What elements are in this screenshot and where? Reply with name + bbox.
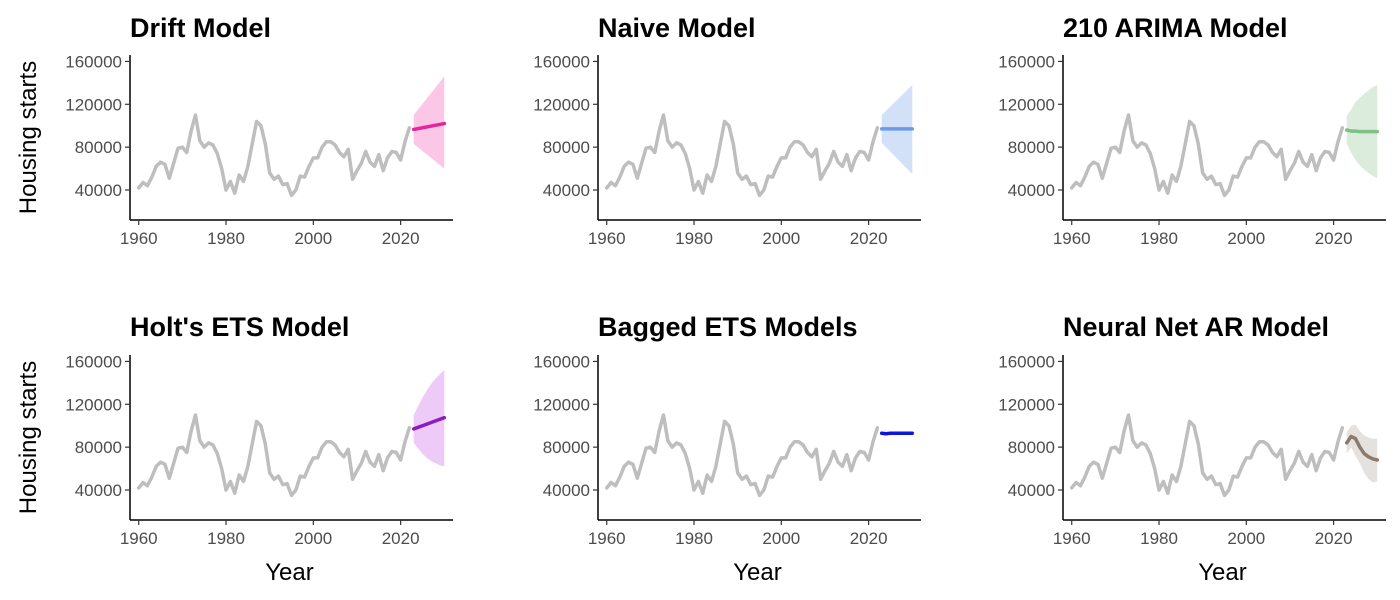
x-axis-title: Year [733, 559, 782, 586]
y-tick-label: 80000 [1008, 138, 1055, 157]
y-tick-label: 120000 [533, 395, 590, 414]
y-tick-label: 120000 [65, 95, 122, 114]
y-tick-label: 40000 [1008, 481, 1055, 500]
y-tick-label: 80000 [543, 438, 590, 457]
y-tick-label: 40000 [543, 481, 590, 500]
y-tick-label: 120000 [65, 395, 122, 414]
history-series-line [604, 113, 880, 198]
y-axis-title: Housing starts [15, 361, 42, 514]
y-tick-label: 160000 [998, 352, 1055, 371]
forecast-mean-line [411, 121, 447, 132]
panel-4: Holt's ETS Model 40000 80000 120000 160000 19… [15, 312, 453, 586]
y-tick-label: 160000 [65, 52, 122, 71]
y-tick-label: 40000 [543, 181, 590, 200]
y-tick-label: 40000 [75, 481, 122, 500]
forecast-mean-line [1344, 434, 1380, 462]
x-tick-label: 2000 [762, 529, 800, 548]
y-tick-label: 160000 [533, 352, 590, 371]
history-series-line [604, 413, 880, 498]
panel-title: Neural Net AR Model [1063, 312, 1329, 342]
panels-layer: Drift Model 40000 80000 120000 160000 1960 198… [15, 13, 1386, 586]
forecast-mean-line [879, 431, 915, 436]
history-series-line [136, 113, 412, 198]
y-tick-label: 160000 [65, 352, 122, 371]
x-tick-label: 2020 [382, 229, 420, 248]
prediction-interval-band [413, 370, 445, 467]
history-series-line [136, 413, 412, 498]
x-tick-label: 1980 [207, 229, 245, 248]
y-tick-label: 80000 [543, 138, 590, 157]
panel-5: Bagged ETS Models 40000 80000 120000 160000 1… [533, 312, 921, 586]
y-tick-label: 120000 [998, 95, 1055, 114]
panel-6: Neural Net AR Model 40000 80000 120000 16000… [998, 312, 1386, 586]
x-tick-label: 1960 [588, 529, 626, 548]
y-tick-label: 80000 [75, 138, 122, 157]
forecast-mean-line [411, 415, 447, 431]
panel-title: Naive Model [598, 13, 756, 43]
y-tick-label: 120000 [998, 395, 1055, 414]
x-tick-label: 1980 [1140, 229, 1178, 248]
prediction-interval-band [413, 76, 445, 169]
panel-2: Naive Model 40000 80000 120000 160000 1960 198… [533, 13, 921, 248]
x-tick-label: 2020 [850, 529, 888, 548]
x-tick-label: 1960 [120, 229, 158, 248]
y-tick-label: 80000 [1008, 438, 1055, 457]
y-tick-label: 40000 [1008, 181, 1055, 200]
y-tick-label: 80000 [75, 438, 122, 457]
history-series-line [1069, 113, 1345, 198]
x-tick-label: 2020 [850, 229, 888, 248]
x-tick-label: 1980 [207, 529, 245, 548]
panel-title: 210 ARIMA Model [1063, 13, 1288, 43]
prediction-interval-band [1346, 424, 1378, 483]
panel-title: Drift Model [130, 13, 271, 43]
x-tick-label: 2020 [382, 529, 420, 548]
x-tick-label: 2000 [1227, 529, 1265, 548]
history-series-line [1069, 413, 1345, 498]
panel-title: Bagged ETS Models [598, 312, 858, 342]
y-tick-label: 120000 [533, 95, 590, 114]
x-axis-title: Year [265, 559, 314, 586]
x-tick-label: 1980 [675, 229, 713, 248]
x-tick-label: 2000 [294, 529, 332, 548]
x-tick-label: 1960 [588, 229, 626, 248]
x-tick-label: 1980 [675, 529, 713, 548]
x-tick-label: 1960 [1053, 529, 1091, 548]
x-tick-label: 2020 [1315, 529, 1353, 548]
x-tick-label: 2000 [762, 229, 800, 248]
x-tick-label: 2000 [1227, 229, 1265, 248]
y-axis-title: Housing starts [15, 61, 42, 214]
x-tick-label: 2000 [294, 229, 332, 248]
y-tick-label: 160000 [998, 52, 1055, 71]
x-tick-label: 1960 [1053, 229, 1091, 248]
x-tick-label: 1980 [1140, 529, 1178, 548]
x-axis-title: Year [1198, 559, 1247, 586]
x-tick-label: 2020 [1315, 229, 1353, 248]
panel-1: Drift Model 40000 80000 120000 160000 1960 198… [15, 13, 453, 248]
forecast-mean-line [1344, 128, 1380, 134]
y-tick-label: 160000 [533, 52, 590, 71]
panel-title: Holt's ETS Model [130, 312, 349, 342]
x-tick-label: 1960 [120, 529, 158, 548]
y-tick-label: 40000 [75, 181, 122, 200]
panel-3: 210 ARIMA Model 40000 80000 120000 160000 196… [998, 13, 1386, 248]
